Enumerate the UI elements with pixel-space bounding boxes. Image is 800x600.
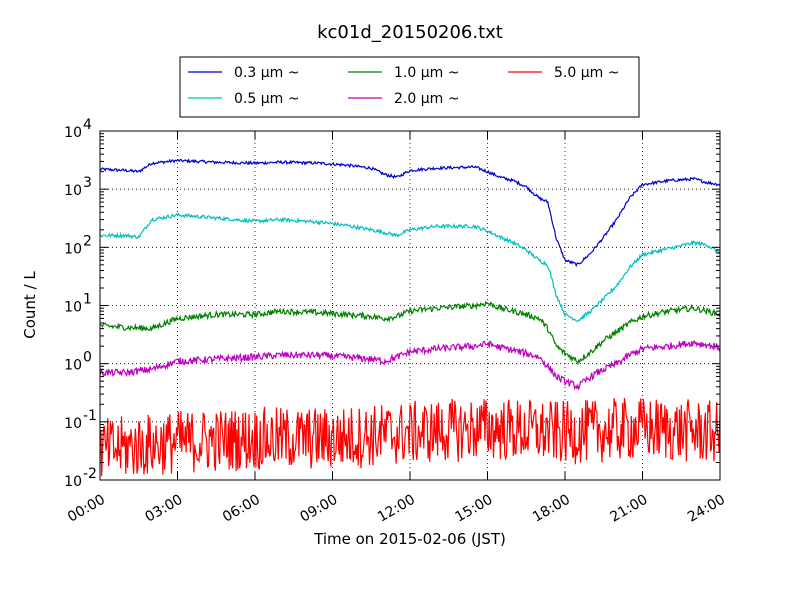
x-tick-label: 03:00 — [143, 492, 186, 526]
x-tick-label: 06:00 — [220, 492, 263, 526]
series-line-1 — [99, 212, 721, 322]
y-tick-base: 10 — [64, 358, 82, 374]
y-tick-exponent: 2 — [83, 233, 92, 249]
x-tick-label: 15:00 — [453, 492, 496, 526]
y-tick-base: 10 — [64, 183, 82, 199]
legend-label: 2.0 μm ~ — [394, 91, 459, 107]
x-tick-label: 09:00 — [298, 492, 341, 526]
axis-ticks — [99, 130, 721, 481]
y-tick-label: 10 -2 — [64, 466, 97, 490]
series-line-4 — [99, 397, 721, 477]
y-tick-label: 10 1 — [64, 292, 92, 316]
y-tick-label: 10 3 — [64, 175, 92, 199]
x-tick-label: 21:00 — [608, 492, 651, 526]
legend-item: 1.0 μm ~ — [348, 65, 459, 81]
legend-item: 0.5 μm ~ — [188, 91, 299, 107]
legend-label: 1.0 μm ~ — [394, 65, 459, 81]
y-tick-label: 10 2 — [64, 233, 92, 257]
y-tick-exponent: -1 — [83, 408, 97, 424]
y-tick-base: 10 — [64, 416, 82, 432]
legend-item: 5.0 μm ~ — [508, 65, 619, 81]
legend-label: 5.0 μm ~ — [554, 65, 619, 81]
y-tick-base: 10 — [64, 125, 82, 141]
y-tick-base: 10 — [64, 300, 82, 316]
y-tick-exponent: 1 — [83, 292, 92, 308]
legend-item: 2.0 μm ~ — [348, 91, 459, 107]
y-tick-label: 10 -1 — [64, 408, 97, 432]
legend: 0.3 μm ~ 0.5 μm ~ 1.0 μm ~ 2.0 μm ~ 5.0 μm ~ — [179, 56, 640, 118]
series-line-2 — [99, 300, 721, 366]
legend-label: 0.5 μm ~ — [234, 91, 299, 107]
y-tick-exponent: 3 — [83, 175, 92, 191]
series-line-3 — [99, 340, 721, 391]
y-tick-exponent: 4 — [83, 117, 92, 133]
x-axis-label: Time on 2015-02-06 (JST) — [313, 530, 506, 548]
y-tick-base: 10 — [64, 241, 82, 257]
series-line-0 — [99, 158, 721, 268]
y-tick-label: 10 4 — [64, 117, 92, 141]
series-lines — [99, 158, 721, 477]
legend-item: 0.3 μm ~ — [188, 65, 299, 81]
y-tick-exponent: -2 — [83, 466, 97, 482]
y-tick-exponent: 0 — [83, 350, 92, 366]
y-tick-base: 10 — [64, 474, 82, 490]
x-tick-label: 18:00 — [530, 492, 573, 526]
x-tick-label: 00:00 — [65, 492, 108, 526]
legend-box — [179, 56, 640, 118]
y-tick-label: 10 0 — [64, 350, 92, 374]
x-tick-label: 12:00 — [375, 492, 418, 526]
x-tick-labels: 00:00 03:00 06:00 09:00 12:00 15:00 18:00 21:00… — [65, 492, 728, 526]
chart-title: kc01d_20150206.txt — [317, 22, 503, 43]
x-tick-label: 24:00 — [685, 492, 728, 526]
y-axis-label: Count / L — [21, 271, 39, 339]
legend-label: 0.3 μm ~ — [234, 65, 299, 81]
